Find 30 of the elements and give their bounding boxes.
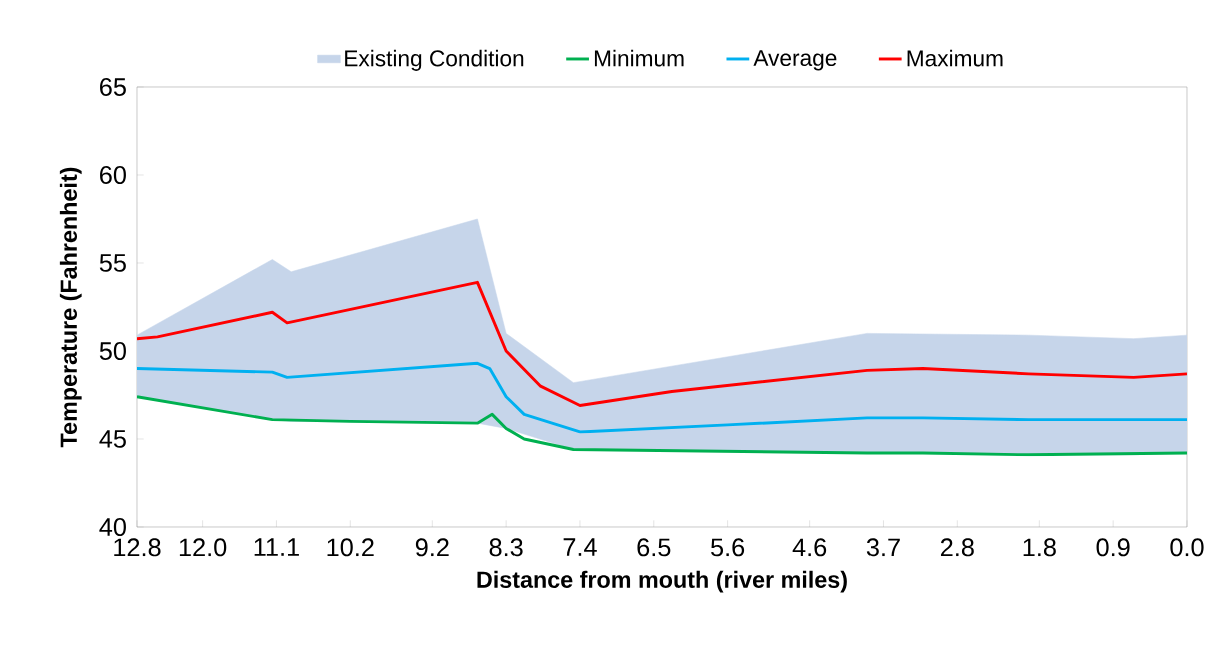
y-tick-label: 50 [99,342,126,360]
y-tick-label: 60 [100,166,126,184]
x-tick-label: 7.4 [563,538,597,556]
x-tick-label: 5.6 [711,538,745,557]
x-tick-label: 11.1 [254,538,299,556]
y-tick-label: 45 [99,430,126,448]
x-axis-title: Distance from mouth (river miles) [477,570,847,593]
legend-label: Existing Condition [345,49,524,71]
x-tick-label: 1.8 [1023,538,1056,557]
line-series [137,280,1187,408]
y-tick-label: 55 [99,254,126,272]
x-tick-label: 3.7 [866,538,900,557]
x-tick-label: 6.5 [637,538,671,557]
x-tick-label: 8.3 [489,538,523,557]
line-series [137,395,1187,457]
x-tick-label: 9.2 [415,538,449,557]
x-tick-label: 12.8 [114,538,161,557]
x-tick-label: 2.8 [940,538,974,557]
legend-label: Minimum [594,49,684,67]
x-tick-label: 4.6 [792,538,827,557]
x-tick-label: 12.0 [179,538,227,557]
x-tick-label: 0.9 [1096,538,1130,557]
legend-label: Average [753,50,837,71]
y-axis-title: Temperature (Fahrenheit) [59,167,82,448]
line-series [137,361,1187,434]
legend-label: Maximum [907,49,1003,67]
y-tick-label: 40 [99,518,126,536]
x-tick-label: 10.2 [327,538,374,557]
y-tick-label: 65 [100,78,126,96]
x-tick-label: 0.0 [1170,538,1204,557]
